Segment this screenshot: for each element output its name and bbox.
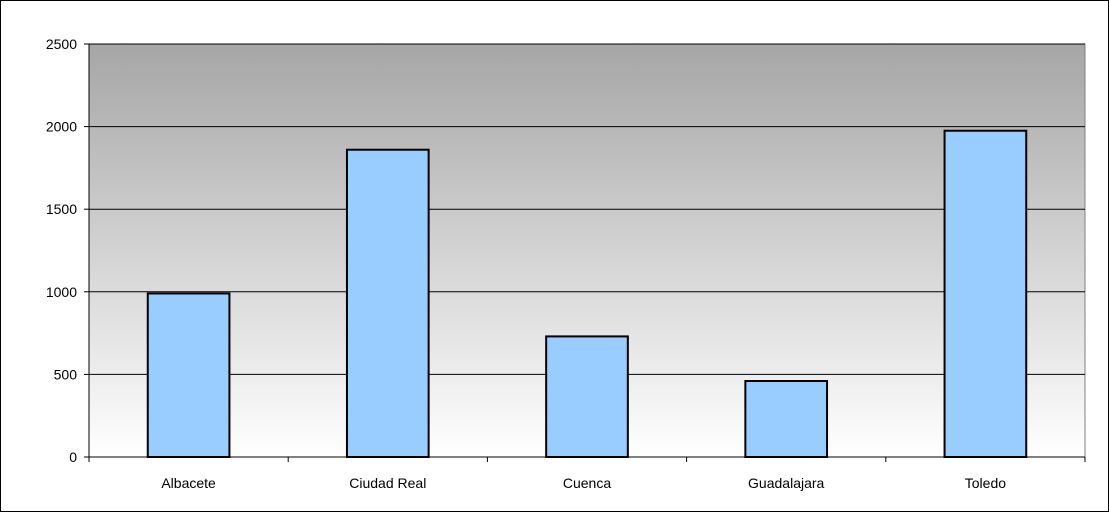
bar-toledo — [943, 129, 1028, 458]
axes — [84, 43, 1086, 462]
x-tick-label: Albacete — [161, 475, 216, 491]
x-tick-label: Cuenca — [563, 475, 611, 491]
y-tick-label: 500 — [54, 366, 78, 382]
bar-albacete — [146, 292, 231, 458]
x-tick-label: Ciudad Real — [349, 475, 426, 491]
y-tick-label: 2500 — [46, 36, 77, 52]
x-tick-labels: Albacete Ciudad Real Cuenca Guadalajara Tole… — [161, 475, 1006, 491]
y-tick-labels: 0 500 1000 1500 2000 2500 — [46, 36, 77, 465]
bar-ciudad-real — [345, 148, 430, 458]
bars — [146, 129, 1028, 458]
y-tick-label: 2000 — [46, 119, 77, 135]
y-tick-label: 0 — [69, 449, 77, 465]
x-tick-label: Toledo — [965, 475, 1006, 491]
y-tick-label: 1500 — [46, 201, 77, 217]
y-tick-label: 1000 — [46, 284, 77, 300]
gridlines — [89, 43, 1085, 375]
bar-guadalajara — [744, 380, 829, 458]
bar-cuenca — [545, 335, 629, 458]
x-tick-label: Guadalajara — [748, 475, 824, 491]
